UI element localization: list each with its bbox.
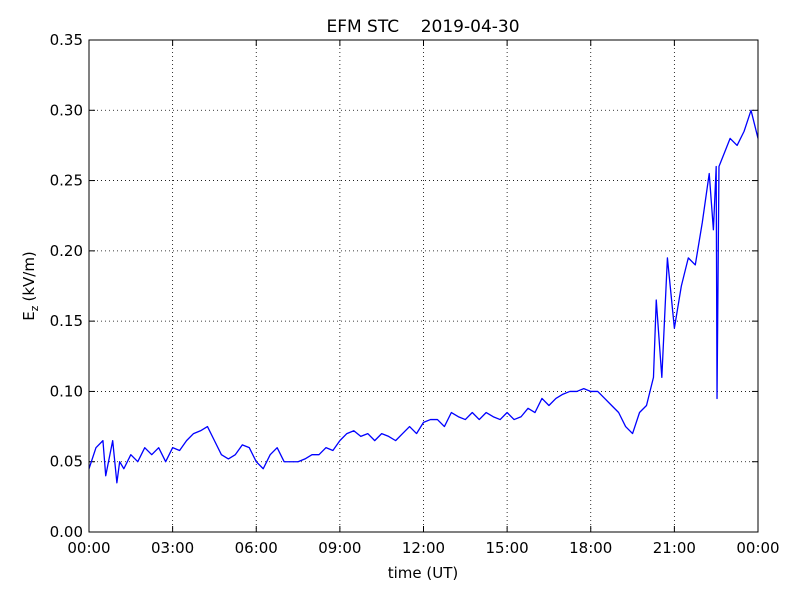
x-tick-label: 03:00 bbox=[151, 539, 194, 557]
x-tick-label: 18:00 bbox=[569, 539, 612, 557]
y-label-unit: (kV/m) bbox=[20, 251, 38, 301]
x-tick-label: 06:00 bbox=[235, 539, 278, 557]
data-line bbox=[88, 109, 759, 484]
y-tick-label: 0.35 bbox=[50, 31, 83, 49]
chart-title: EFM STC 2019-04-30 bbox=[326, 17, 519, 37]
x-tick-label: 21:00 bbox=[653, 539, 696, 557]
y-tick-label: 0.30 bbox=[50, 101, 83, 119]
y-tick-label: 0.15 bbox=[50, 312, 83, 330]
x-tick-label: 00:00 bbox=[67, 539, 110, 557]
y-axis-label: Ez (kV/m) bbox=[20, 251, 41, 321]
x-tick-label: 12:00 bbox=[402, 539, 445, 557]
y-label-main: E bbox=[20, 311, 38, 320]
plot-frame bbox=[88, 39, 759, 533]
y-tick-label: 0.00 bbox=[50, 523, 83, 541]
y-tick-label: 0.05 bbox=[50, 453, 83, 471]
y-tick-label: 0.10 bbox=[50, 382, 83, 400]
y-tick-label: 0.20 bbox=[50, 242, 83, 260]
x-tick-label: 15:00 bbox=[486, 539, 529, 557]
x-tick-label: 00:00 bbox=[736, 539, 779, 557]
x-tick-label: 09:00 bbox=[318, 539, 361, 557]
y-label-subscript: z bbox=[28, 305, 41, 311]
x-axis-label: time (UT) bbox=[388, 564, 459, 582]
y-tick-label: 0.25 bbox=[50, 172, 83, 190]
